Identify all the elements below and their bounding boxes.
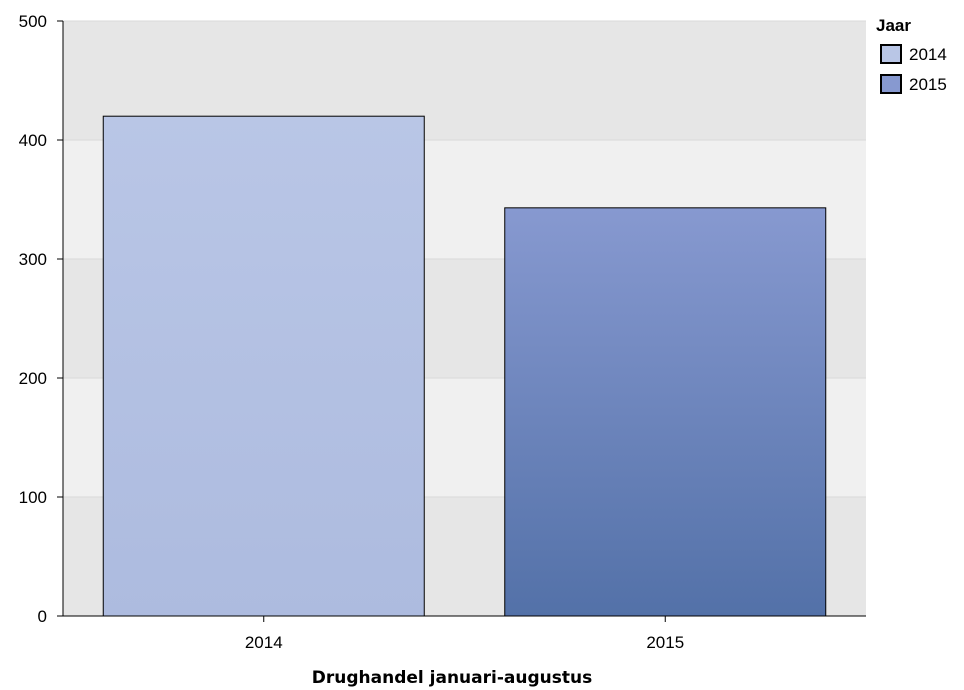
y-tick-label: 500 (19, 12, 47, 31)
x-axis-title: Drughandel januari-augustus (312, 668, 592, 688)
y-tick-label: 200 (19, 369, 47, 388)
legend-swatch-2015 (880, 74, 902, 94)
legend-label-2014: 2014 (909, 45, 947, 64)
legend-label-2015: 2015 (909, 75, 947, 94)
x-tick-label: 2014 (245, 633, 283, 652)
y-tick-label: 400 (19, 131, 47, 150)
bar-2015[interactable] (504, 207, 827, 617)
axes (62, 21, 866, 617)
y-axis-ticks: 0 100 200 300 400 500 (19, 12, 63, 626)
y-tick-label: 0 (38, 607, 47, 626)
x-axis-ticks: 2014 2015 (245, 616, 684, 652)
y-tick-label: 300 (19, 250, 47, 269)
x-tick-label: 2015 (646, 633, 684, 652)
bar-2014[interactable] (102, 115, 425, 617)
legend-title: Jaar (876, 16, 911, 35)
legend-swatch-2014 (880, 44, 902, 64)
y-tick-label: 100 (19, 488, 47, 507)
legend: Jaar 2014 2015 (876, 16, 947, 94)
bars (102, 115, 827, 617)
